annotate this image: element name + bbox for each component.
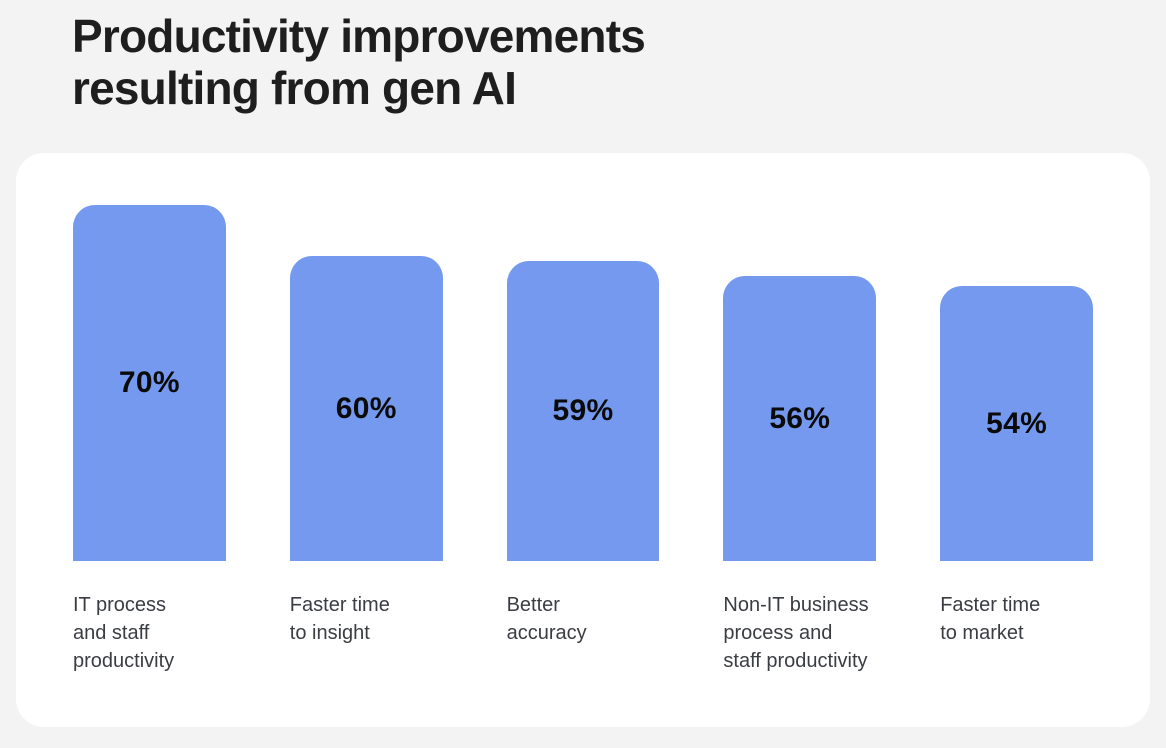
bar-category-label: Non-IT business process and staff produc…	[723, 594, 869, 672]
bar-column: 54%	[940, 286, 1093, 561]
bar-value-label: 59%	[552, 394, 614, 427]
category-labels: IT process and staff productivity Faster …	[73, 591, 1093, 675]
bar-category-label: IT process and staff productivity	[73, 594, 175, 672]
bar-category-label: Faster time to market	[940, 594, 1041, 644]
bar-column: 56%	[723, 276, 877, 561]
bar-column: 59%	[506, 261, 660, 561]
bar-category-label: Better accuracy	[506, 594, 587, 644]
bar: 56%	[723, 276, 877, 561]
bar-column: 60%	[289, 256, 443, 561]
bar-column: 70%	[73, 205, 226, 561]
bar: 60%	[289, 256, 443, 561]
bar-value-label: 56%	[769, 401, 831, 435]
bar-value-label: 54%	[986, 406, 1048, 440]
bar-value-label: 60%	[335, 391, 397, 425]
bar-value-label: 70%	[118, 366, 180, 399]
bar: 70%	[73, 205, 226, 561]
chart-card: 70% 60% 59% 56% 54% IT process and staff pro…	[16, 153, 1150, 727]
page-title: Productivity improvements resulting from…	[72, 10, 646, 114]
bar-chart: 70% 60% 59% 56% 54%	[73, 153, 1093, 561]
bar: 59%	[506, 261, 660, 561]
bar-category-label: Faster time to insight	[289, 594, 390, 644]
bar: 54%	[940, 286, 1093, 561]
